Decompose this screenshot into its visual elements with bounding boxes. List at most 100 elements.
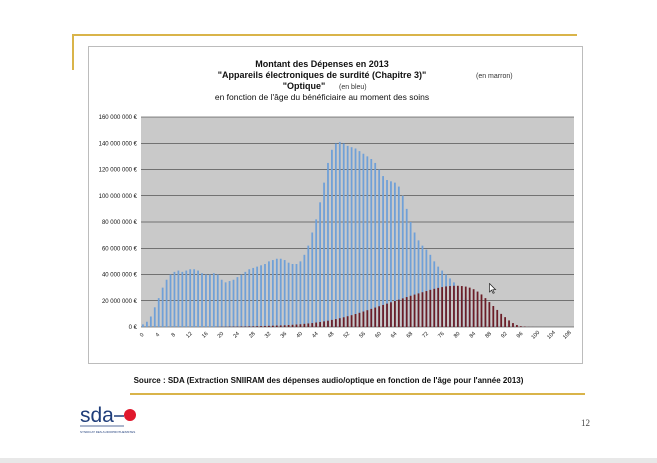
bar-optique	[268, 261, 270, 327]
chart-title: Montant des Dépenses en 2013 "Appareils …	[215, 59, 513, 102]
y-tick-label: 120 000 000 €	[99, 168, 138, 174]
chart-title-line-3: "Optique"	[283, 81, 326, 91]
bar-audio	[275, 325, 278, 327]
x-tick-label: 56	[358, 331, 367, 340]
chart-frame: Montant des Dépenses en 2013 "Appareils …	[88, 46, 583, 364]
bar-optique	[149, 316, 152, 327]
bar-audio	[468, 287, 471, 327]
bar-optique	[350, 147, 353, 327]
bar-audio	[350, 315, 353, 327]
bar-audio	[425, 291, 428, 327]
bar-optique	[413, 232, 416, 327]
bar-audio	[283, 325, 286, 327]
bar-optique	[279, 258, 282, 327]
bar-optique	[197, 270, 199, 327]
x-tick-label: 48	[327, 331, 336, 340]
bar-optique	[275, 258, 278, 327]
bar-audio	[307, 323, 310, 327]
bar-audio	[441, 287, 444, 327]
x-tick-label: 12	[185, 331, 194, 340]
bar-optique	[248, 269, 251, 327]
bar-audio	[338, 318, 341, 327]
bar-optique	[157, 298, 160, 327]
bar-audio	[366, 310, 369, 327]
x-tick-label: 92	[500, 331, 509, 340]
x-tick-label: 16	[201, 331, 210, 340]
bar-audio	[346, 316, 349, 327]
y-tick-label: 20 000 000 €	[102, 299, 138, 305]
bar-audio	[342, 317, 345, 327]
bar-audio	[299, 324, 302, 327]
bar-optique	[409, 222, 412, 327]
bar-optique	[236, 277, 239, 327]
bar-optique	[370, 159, 373, 327]
bar-audio	[378, 306, 381, 327]
bar-optique	[366, 156, 369, 327]
bar-optique	[425, 249, 428, 327]
bar-audio	[508, 320, 510, 327]
bar-optique	[358, 151, 361, 327]
x-tick-label: 36	[280, 331, 289, 340]
bar-audio	[323, 321, 325, 327]
bar-audio	[500, 313, 503, 327]
bar-audio	[295, 324, 298, 327]
decorative-bottom-rule	[130, 393, 585, 395]
bar-optique	[224, 282, 227, 327]
bar-audio	[397, 299, 400, 327]
bar-optique	[153, 307, 156, 327]
x-tick-label: 88	[484, 331, 493, 340]
bar-optique	[212, 273, 215, 327]
bar-audio	[453, 285, 455, 327]
y-tick-label: 0 €	[129, 325, 138, 331]
bar-audio	[303, 323, 306, 327]
bar-audio	[362, 311, 365, 327]
bar-optique	[338, 141, 341, 327]
bar-audio	[421, 292, 424, 327]
chart-title-note-brown: (en marron)	[476, 73, 513, 80]
mouse-cursor-icon	[489, 283, 497, 294]
bar-audio	[449, 286, 451, 327]
chart-title-line-4: en fonction de l'âge du bénéficiaire au …	[215, 92, 429, 102]
bar-audio	[260, 326, 262, 327]
y-tick-label: 100 000 000 €	[99, 194, 138, 200]
bar-optique	[201, 273, 203, 327]
decorative-left-rule	[72, 34, 74, 70]
bar-optique	[323, 182, 325, 327]
x-tick-label: 84	[469, 331, 478, 340]
bar-audio	[394, 301, 396, 327]
bar-audio	[370, 308, 373, 327]
bar-audio	[445, 286, 447, 327]
bar-audio	[504, 317, 506, 327]
x-tick-label: 20	[217, 331, 226, 340]
bar-audio	[382, 304, 384, 327]
bar-audio	[319, 322, 321, 327]
bar-optique	[209, 274, 211, 327]
bar-optique	[244, 271, 247, 327]
bar-audio	[334, 319, 337, 327]
bar-optique	[362, 153, 365, 327]
x-tick-label: 104	[546, 330, 557, 341]
bar-optique	[205, 274, 207, 327]
logo-dot-icon	[124, 409, 136, 421]
bar-optique	[331, 149, 333, 327]
bar-audio	[315, 322, 318, 327]
chart-title-line-1: Montant des Dépenses en 2013	[255, 59, 389, 69]
bar-optique	[252, 267, 255, 327]
bar-audio	[460, 286, 463, 327]
bar-optique	[374, 162, 377, 327]
bar-optique	[315, 219, 318, 327]
bar-optique	[299, 261, 302, 327]
y-axis: 0 € 20 000 000 € 40 000 000 € 60 000 000 € 8…	[99, 115, 138, 331]
bar-audio	[291, 324, 294, 327]
bar-optique	[417, 240, 420, 327]
bar-audio	[240, 326, 243, 327]
logo-tagline: SYNDICAT DES AUDIOPROTHESISTES	[80, 430, 135, 434]
bar-optique	[287, 262, 290, 327]
x-tick-label: 76	[437, 331, 446, 340]
bar-audio	[405, 297, 408, 327]
bar-audio	[401, 298, 404, 327]
bar-audio	[476, 291, 479, 327]
y-tick-label: 140 000 000 €	[99, 141, 138, 147]
bar-optique	[216, 274, 219, 327]
